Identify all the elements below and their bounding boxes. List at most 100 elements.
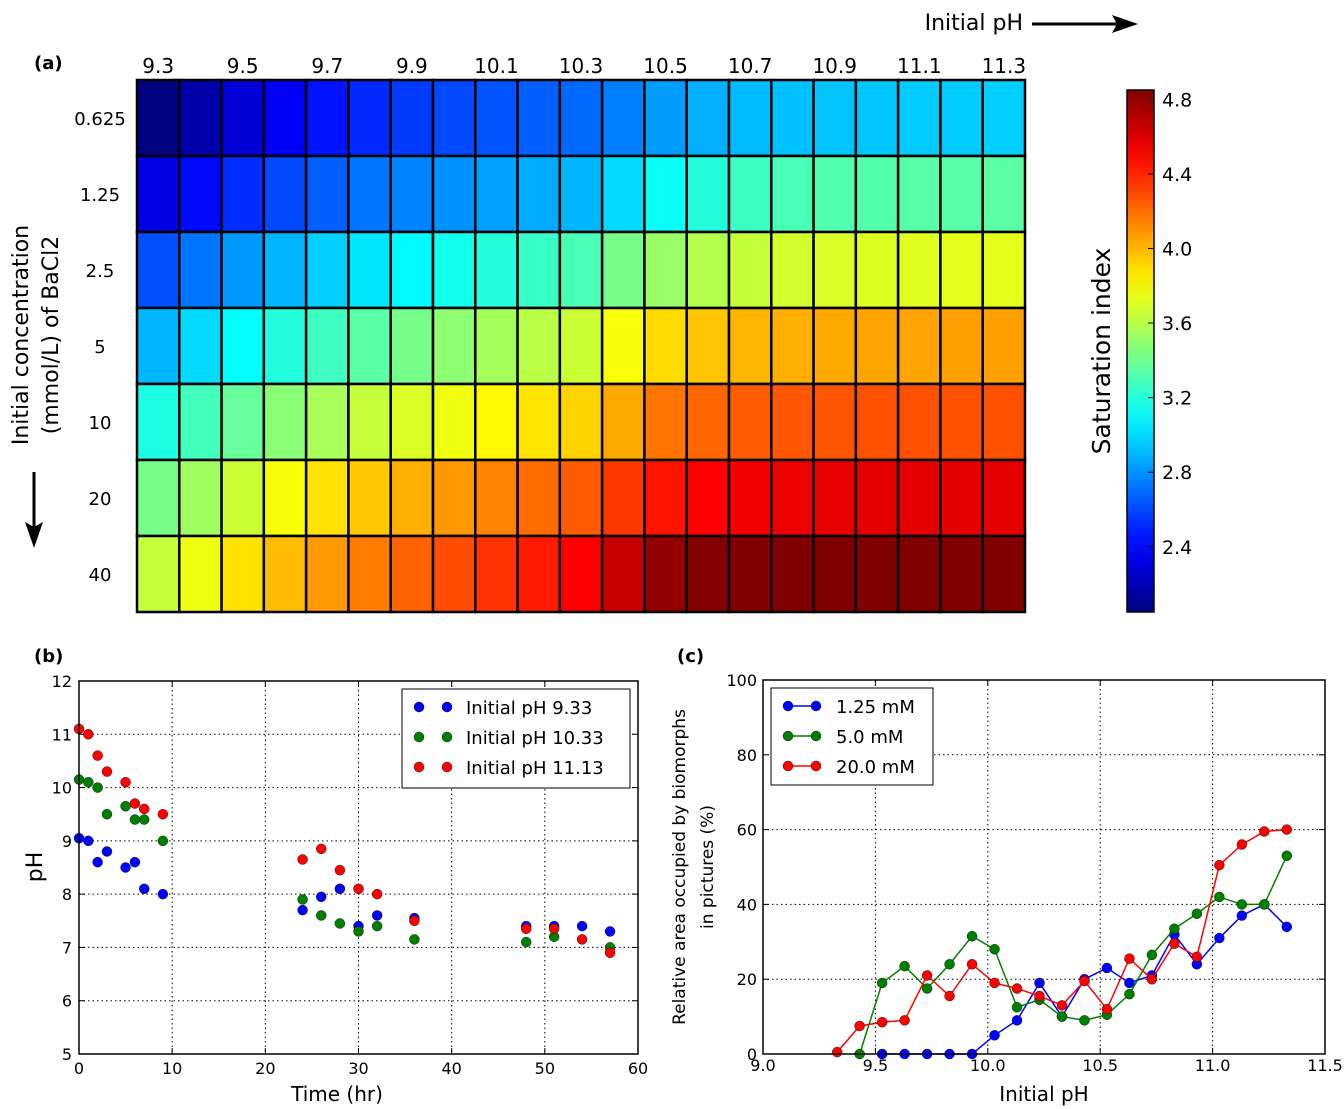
heatmap-cell bbox=[939, 230, 984, 310]
heatmap-cell bbox=[516, 534, 562, 614]
heatmap-cell bbox=[727, 230, 773, 310]
data-point bbox=[316, 910, 327, 921]
legend-marker bbox=[441, 731, 453, 743]
heatmap-cell bbox=[854, 306, 900, 386]
colorbar-gradient bbox=[1126, 89, 1155, 613]
x-tick-label: 30 bbox=[348, 1059, 368, 1078]
heatmap-cell bbox=[347, 230, 392, 310]
plot-b-legend-box bbox=[401, 688, 631, 789]
heatmap-cell bbox=[516, 382, 562, 462]
heatmap-cell bbox=[643, 382, 688, 462]
plot-b-frame bbox=[78, 680, 639, 1055]
legend-marker bbox=[413, 731, 425, 743]
data-point bbox=[966, 930, 978, 942]
data-point bbox=[944, 959, 955, 970]
data-point bbox=[548, 923, 560, 934]
data-point bbox=[334, 864, 346, 876]
heatmap-cell bbox=[474, 78, 519, 158]
data-point bbox=[899, 1015, 910, 1026]
heatmap-cell bbox=[854, 382, 900, 462]
data-point bbox=[576, 934, 588, 945]
legend-label: Initial pH 11.13 bbox=[466, 758, 604, 779]
heatmap-cell bbox=[516, 154, 562, 234]
heatmap-cell bbox=[347, 534, 392, 614]
data-point bbox=[1281, 921, 1292, 933]
heatmap-cell bbox=[304, 534, 350, 614]
legend-label: Initial pH 10.33 bbox=[466, 728, 604, 749]
x-tick-label: 40 bbox=[441, 1059, 461, 1078]
plot-b-legend: Initial pH 9.33 Initial pH 10.33 Initial p… bbox=[401, 688, 631, 789]
heatmap-cell bbox=[685, 534, 731, 614]
data-point bbox=[1079, 1015, 1090, 1026]
data-point bbox=[101, 766, 113, 777]
heatmap-cell bbox=[600, 78, 646, 158]
heatmap-cell bbox=[262, 458, 308, 538]
heatmap-x-tick-label: 10.7 bbox=[728, 54, 773, 78]
heatmap-cell bbox=[262, 534, 308, 614]
heatmap-cell bbox=[516, 78, 562, 158]
heatmap-cell bbox=[431, 230, 477, 310]
heatmap-cell bbox=[389, 458, 435, 538]
x-tick-label: 50 bbox=[535, 1059, 555, 1078]
data-point bbox=[120, 862, 131, 873]
data-point bbox=[334, 918, 346, 929]
colorbar-tick-label: 3.6 bbox=[1162, 313, 1192, 335]
data-point bbox=[1101, 1003, 1113, 1015]
data-point bbox=[316, 843, 327, 855]
heatmap-x-tick-label: 10.5 bbox=[643, 54, 688, 78]
data-point bbox=[1011, 983, 1023, 994]
heatmap-cell bbox=[896, 534, 942, 614]
heatmap-cell bbox=[135, 230, 181, 310]
legend-marker bbox=[810, 760, 822, 772]
legend-marker bbox=[413, 761, 425, 773]
legend-marker bbox=[441, 701, 453, 713]
heatmap-x-tick-label: 10.1 bbox=[474, 54, 519, 78]
heatmap-y-tick-label: 1.25 bbox=[80, 185, 120, 206]
heatmap-cell bbox=[896, 230, 942, 310]
heatmap-cell bbox=[939, 154, 984, 234]
heatmap-cell bbox=[558, 458, 604, 538]
y-tick-label: 100 bbox=[726, 671, 757, 690]
heatmap-cell bbox=[558, 78, 604, 158]
heatmap-cell bbox=[939, 458, 984, 538]
heatmap-cell bbox=[389, 78, 435, 158]
heatmap-cell bbox=[812, 78, 858, 158]
heatmap-cell bbox=[558, 154, 604, 234]
data-point bbox=[1214, 891, 1225, 903]
data-point bbox=[989, 1030, 1000, 1041]
panel-label-b: (b) bbox=[34, 646, 63, 667]
heatmap-cell bbox=[389, 534, 435, 614]
heatmap-cell bbox=[135, 534, 181, 614]
heatmap-cell bbox=[262, 78, 308, 158]
heatmap-cell bbox=[981, 534, 1027, 614]
heatmap-cell bbox=[262, 230, 308, 310]
heatmap-cell bbox=[135, 78, 181, 158]
y-tick-label: 80 bbox=[737, 746, 757, 765]
heatmap-cell bbox=[178, 306, 223, 386]
heatmap-cell bbox=[220, 534, 266, 614]
y-direction-arrow bbox=[25, 472, 43, 548]
y-tick-label: 7 bbox=[62, 938, 72, 957]
data-point bbox=[316, 891, 327, 903]
plot-c-ylabel-line1: Relative area occupied by biomorphs bbox=[670, 709, 690, 1025]
data-point bbox=[129, 856, 141, 868]
colorbar-ticks: 2.4 2.8 3.2 3.6 4.0 4.4 4.8 bbox=[1148, 89, 1192, 559]
y-tick-label: 5 bbox=[62, 1045, 72, 1064]
heatmap-cell bbox=[304, 230, 350, 310]
y-tick-label: 11 bbox=[52, 725, 72, 744]
heatmap-cell bbox=[135, 458, 181, 538]
heatmap-cell bbox=[220, 458, 266, 538]
plot-b-ylabel: pH bbox=[23, 852, 48, 883]
heatmap-cell bbox=[981, 382, 1027, 462]
heatmap-cell bbox=[431, 306, 477, 386]
data-point bbox=[371, 888, 383, 900]
data-point bbox=[139, 814, 150, 825]
data-point bbox=[1034, 990, 1045, 1002]
heatmap-cell bbox=[558, 534, 604, 614]
data-point bbox=[409, 934, 420, 945]
colorbar: 2.4 2.8 3.2 3.6 4.0 4.4 4.8 Saturation index bbox=[1087, 89, 1192, 613]
legend-label: 5.0 mM bbox=[836, 727, 903, 748]
data-point bbox=[1124, 988, 1135, 1000]
data-point bbox=[409, 915, 420, 926]
